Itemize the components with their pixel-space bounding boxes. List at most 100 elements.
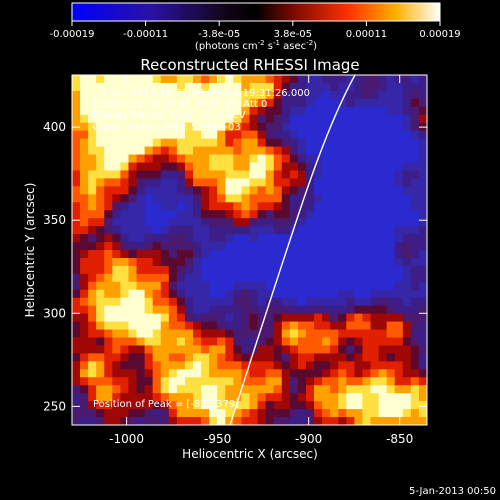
image-pixel [386, 377, 396, 386]
image-pixel [265, 401, 275, 410]
image-pixel [136, 138, 146, 147]
image-pixel [362, 297, 371, 307]
image-pixel [362, 122, 371, 132]
image-pixel [257, 329, 267, 338]
image-pixel [346, 273, 355, 283]
image-pixel [297, 257, 307, 267]
image-pixel [201, 353, 210, 362]
image-pixel [104, 170, 113, 179]
image-pixel [80, 154, 89, 163]
image-pixel [249, 210, 258, 219]
image-pixel [249, 265, 258, 275]
image-pixel [418, 226, 427, 235]
image-pixel [152, 353, 162, 362]
image-pixel [402, 202, 412, 211]
image-pixel [112, 265, 121, 275]
image-pixel [225, 385, 234, 394]
image-pixel [128, 218, 137, 227]
image-pixel [136, 297, 146, 307]
image-pixel [273, 186, 283, 195]
x-tick-label: -1000 [109, 432, 144, 446]
image-pixel [112, 329, 121, 338]
image-pixel [104, 401, 113, 410]
image-pixel [168, 409, 178, 418]
image-pixel [338, 82, 347, 92]
image-pixel [322, 75, 331, 84]
image-pixel [418, 82, 427, 92]
image-pixel [184, 226, 194, 235]
image-pixel [410, 130, 420, 140]
image-pixel [193, 162, 202, 171]
image-pixel [176, 401, 186, 410]
image-pixel [418, 202, 427, 211]
image-pixel [104, 297, 113, 307]
image-pixel [209, 393, 218, 402]
image-pixel [346, 178, 355, 187]
image-pixel [378, 130, 388, 140]
image-pixel [184, 329, 194, 338]
image-pixel [225, 321, 234, 330]
image-pixel [354, 345, 363, 354]
image-pixel [184, 130, 194, 140]
image-pixel [136, 82, 146, 92]
image-pixel [273, 194, 283, 203]
image-pixel [201, 234, 210, 243]
image-pixel [338, 242, 347, 251]
image-pixel [168, 305, 178, 315]
image-pixel [322, 226, 331, 235]
image-pixel [209, 242, 218, 251]
image-pixel [354, 106, 363, 116]
image-pixel [394, 106, 404, 116]
image-pixel [346, 369, 355, 378]
image-pixel [418, 130, 427, 140]
image-pixel [184, 178, 194, 187]
image-pixel [418, 361, 427, 370]
image-pixel [201, 186, 210, 195]
image-pixel [249, 329, 258, 338]
image-pixel [330, 234, 339, 243]
image-pixel [136, 146, 146, 155]
image-pixel [378, 210, 388, 219]
image-pixel [257, 289, 267, 299]
image-pixel [72, 385, 81, 394]
image-pixel [257, 154, 267, 163]
image-pixel [144, 122, 154, 132]
image-pixel [96, 170, 105, 179]
image-pixel [362, 75, 371, 84]
image-pixel [314, 377, 323, 386]
image-pixel [338, 353, 347, 362]
image-pixel [402, 75, 412, 84]
image-pixel [297, 234, 307, 243]
image-pixel [249, 130, 258, 140]
image-pixel [160, 114, 170, 124]
image-pixel [346, 114, 355, 124]
image-pixel [410, 178, 420, 187]
image-pixel [354, 178, 363, 187]
image-pixel [338, 369, 347, 378]
image-pixel [354, 202, 363, 211]
image-pixel [80, 329, 89, 338]
image-pixel [402, 186, 412, 195]
image-pixel [152, 265, 162, 275]
image-pixel [193, 345, 202, 354]
image-pixel [144, 265, 154, 275]
image-pixel [378, 122, 388, 132]
image-pixel [314, 353, 323, 362]
image-pixel [88, 170, 97, 179]
image-pixel [394, 409, 404, 418]
image-pixel [322, 114, 331, 124]
image-pixel [402, 122, 412, 132]
image-pixel [209, 138, 218, 147]
image-pixel [362, 265, 371, 275]
image-pixel [217, 353, 226, 362]
image-pixel [209, 186, 218, 195]
image-pixel [346, 146, 355, 155]
image-pixel [289, 75, 299, 84]
image-pixel [120, 273, 129, 283]
image-pixel [410, 234, 420, 243]
image-pixel [209, 106, 218, 116]
image-pixel [136, 114, 146, 124]
image-pixel [378, 106, 388, 116]
image-pixel [144, 242, 154, 251]
image-pixel [241, 170, 250, 179]
